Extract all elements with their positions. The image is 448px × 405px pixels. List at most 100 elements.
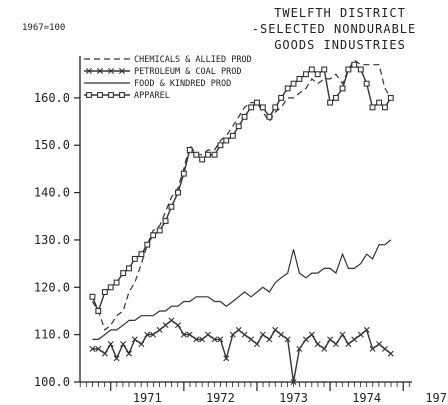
data-point xyxy=(113,355,120,362)
data-point xyxy=(95,308,102,314)
legend: CHEMICALS & ALLIED PROD PETROLEUM & COAL … xyxy=(84,55,252,101)
data-point xyxy=(387,350,394,357)
series-line xyxy=(92,239,392,340)
data-point xyxy=(272,104,279,111)
title-line-3: GOODS INDUSTRIES xyxy=(274,38,406,52)
data-point xyxy=(369,104,376,111)
y-tick-label: 140.0 xyxy=(34,186,70,200)
data-point xyxy=(321,66,328,73)
legend-item: FOOD & KINDRED PROD xyxy=(84,79,231,89)
data-point xyxy=(120,270,127,277)
y-tick-label: 120.0 xyxy=(34,280,70,294)
data-point xyxy=(101,289,108,295)
data-point xyxy=(321,345,328,352)
data-point xyxy=(86,68,92,74)
chart-title: TWELFTH DISTRICT -SELECTED NONDURABLE GO… xyxy=(252,6,416,52)
series-line xyxy=(91,59,392,331)
data-point xyxy=(278,94,285,101)
data-point xyxy=(223,137,230,144)
data-point xyxy=(253,341,260,348)
data-point xyxy=(303,71,309,78)
data-point xyxy=(126,350,132,357)
data-point xyxy=(345,66,352,73)
data-point xyxy=(119,92,125,98)
data-point xyxy=(211,336,218,343)
data-point xyxy=(186,331,193,338)
data-point xyxy=(241,331,248,338)
data-point xyxy=(186,147,193,153)
data-point xyxy=(314,341,321,348)
data-point xyxy=(296,75,303,82)
data-point xyxy=(248,104,255,111)
data-point xyxy=(381,104,388,111)
data-point xyxy=(180,331,187,338)
data-point xyxy=(131,255,138,262)
legend-label: FOOD & KINDRED PROD xyxy=(134,79,231,89)
data-point xyxy=(89,293,96,300)
data-point xyxy=(217,142,224,149)
data-point xyxy=(229,331,236,338)
data-point xyxy=(204,331,211,338)
data-point xyxy=(381,345,388,352)
series-apparel xyxy=(89,61,394,314)
data-point xyxy=(175,322,181,329)
data-point xyxy=(156,227,163,234)
data-point xyxy=(193,336,200,343)
data-point xyxy=(119,68,125,74)
data-point xyxy=(193,151,200,158)
y-tick-label: 110.0 xyxy=(34,328,70,342)
data-point xyxy=(278,331,285,338)
data-point xyxy=(290,80,297,87)
legend-label: PETROLEUM & COAL PROD xyxy=(134,67,241,77)
data-point xyxy=(345,341,352,348)
data-point xyxy=(138,251,145,258)
data-point xyxy=(235,326,242,333)
title-line-1: TWELFTH DISTRICT xyxy=(274,6,406,20)
data-point xyxy=(156,326,163,333)
data-point xyxy=(357,66,364,73)
data-point xyxy=(97,92,103,98)
data-point xyxy=(162,218,169,224)
data-point xyxy=(113,279,120,286)
y-tick-label: 130.0 xyxy=(34,233,70,247)
data-point xyxy=(120,341,127,348)
axes: 100.0 110.0 120.0 130.0 140.0 150.0 160.0 1971 1… xyxy=(34,56,448,405)
data-point xyxy=(363,326,370,333)
data-point xyxy=(108,92,114,98)
data-point xyxy=(107,284,114,291)
data-point xyxy=(131,336,138,343)
data-point xyxy=(97,68,103,74)
data-point xyxy=(308,331,315,338)
data-point xyxy=(327,336,334,343)
series-line xyxy=(91,63,392,313)
data-point xyxy=(150,232,157,239)
data-point xyxy=(199,156,206,163)
data-point xyxy=(387,94,394,101)
data-point xyxy=(284,85,291,92)
data-point xyxy=(339,85,346,92)
series-line xyxy=(92,319,392,383)
data-point xyxy=(266,113,273,120)
data-point xyxy=(108,68,114,74)
y-tick-label: 160.0 xyxy=(34,91,70,105)
data-point xyxy=(235,123,242,130)
data-point xyxy=(168,317,175,324)
data-point xyxy=(144,331,151,338)
data-point xyxy=(175,189,181,196)
data-point xyxy=(357,331,364,338)
data-point xyxy=(138,341,145,348)
x-tick-label: 1972 xyxy=(206,391,235,405)
data-point xyxy=(223,355,230,362)
data-point xyxy=(229,132,236,139)
data-point xyxy=(205,151,211,158)
data-point xyxy=(86,92,92,98)
data-point xyxy=(272,326,279,333)
data-point xyxy=(332,94,339,101)
data-point xyxy=(351,61,358,68)
data-point xyxy=(95,345,102,352)
data-point xyxy=(89,345,96,352)
data-point xyxy=(162,322,169,329)
x-tick-label: 1973 xyxy=(279,391,308,405)
data-point xyxy=(217,336,224,343)
